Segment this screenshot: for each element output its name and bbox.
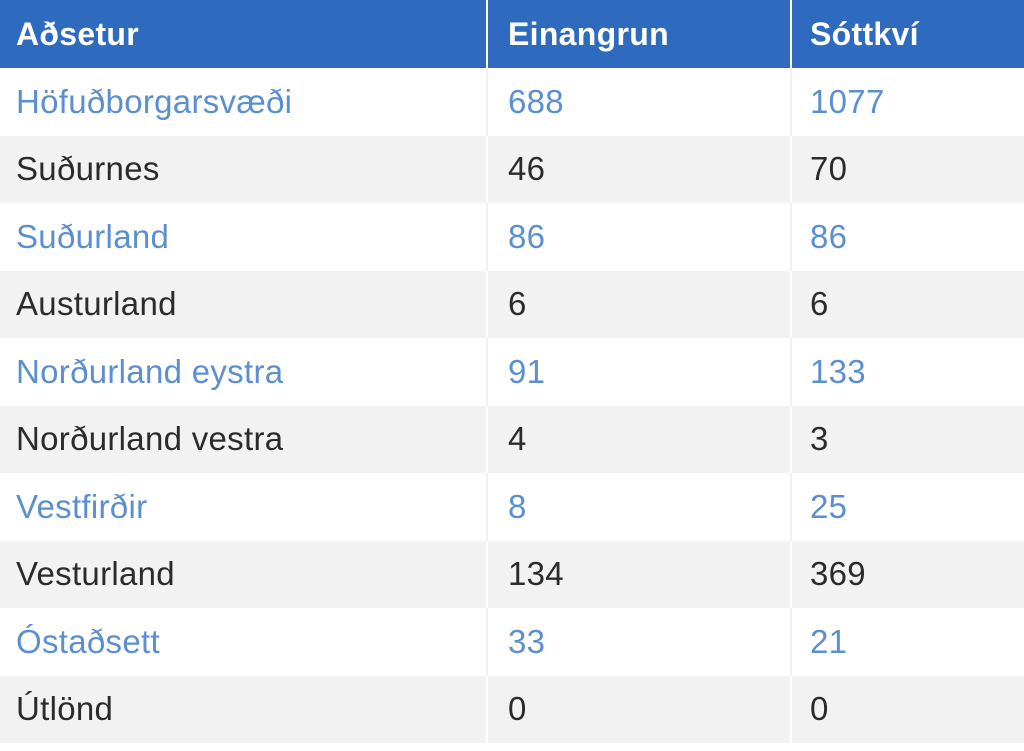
- table-row: Óstaðsett 33 21: [0, 608, 1024, 676]
- region-cell: Suðurnes: [0, 135, 488, 203]
- quarantine-cell: 0: [810, 690, 829, 728]
- region-cell: Höfuðborgarsvæði: [0, 68, 488, 136]
- quarantine-cell: 3: [810, 420, 829, 458]
- isolation-cell: 91: [488, 338, 792, 406]
- isolation-cell: 688: [488, 68, 792, 136]
- header-cell-residence[interactable]: Aðsetur: [0, 0, 488, 68]
- isolation-cell: 86: [488, 203, 792, 271]
- region-cell: Útlönd: [0, 675, 488, 743]
- region-cell: Óstaðsett: [0, 608, 488, 676]
- header-cell-isolation[interactable]: Einangrun: [488, 0, 792, 68]
- table-row: Útlönd 0 0: [0, 675, 1024, 743]
- region-cell: Suðurland: [0, 203, 488, 271]
- table-row: Vestfirðir 8 25: [0, 473, 1024, 541]
- quarantine-cell: 6: [810, 285, 829, 323]
- isolation-cell: 6: [488, 270, 792, 338]
- isolation-cell: 0: [488, 675, 792, 743]
- region-cell: Vesturland: [0, 540, 488, 608]
- header-cell-quarantine[interactable]: Sóttkví: [810, 15, 919, 52]
- quarantine-cell: 86: [810, 217, 848, 255]
- region-cell: Norðurland eystra: [0, 338, 488, 406]
- quarantine-cell: 1077: [810, 82, 885, 120]
- table-row: Norðurland eystra 91 133: [0, 338, 1024, 406]
- table-row: Suðurnes 46 70: [0, 135, 1024, 203]
- region-cell: Vestfirðir: [0, 473, 488, 541]
- region-cell: Norðurland vestra: [0, 405, 488, 473]
- table-row: Suðurland 86 86: [0, 203, 1024, 271]
- quarantine-cell: 70: [810, 150, 848, 188]
- isolation-cell: 134: [488, 540, 792, 608]
- table-row: Norðurland vestra 4 3: [0, 405, 1024, 473]
- region-cell: Austurland: [0, 270, 488, 338]
- quarantine-cell: 21: [810, 622, 848, 660]
- isolation-cell: 8: [488, 473, 792, 541]
- table-row: Austurland 6 6: [0, 270, 1024, 338]
- isolation-cell: 33: [488, 608, 792, 676]
- quarantine-cell: 133: [810, 352, 866, 390]
- isolation-cell: 46: [488, 135, 792, 203]
- table-row: Höfuðborgarsvæði 688 1077: [0, 68, 1024, 136]
- quarantine-cell: 25: [810, 487, 848, 525]
- quarantine-cell: 369: [810, 555, 866, 593]
- isolation-cell: 4: [488, 405, 792, 473]
- table-header-row: Aðsetur Einangrun Sóttkví: [0, 0, 1024, 68]
- table-row: Vesturland 134 369: [0, 540, 1024, 608]
